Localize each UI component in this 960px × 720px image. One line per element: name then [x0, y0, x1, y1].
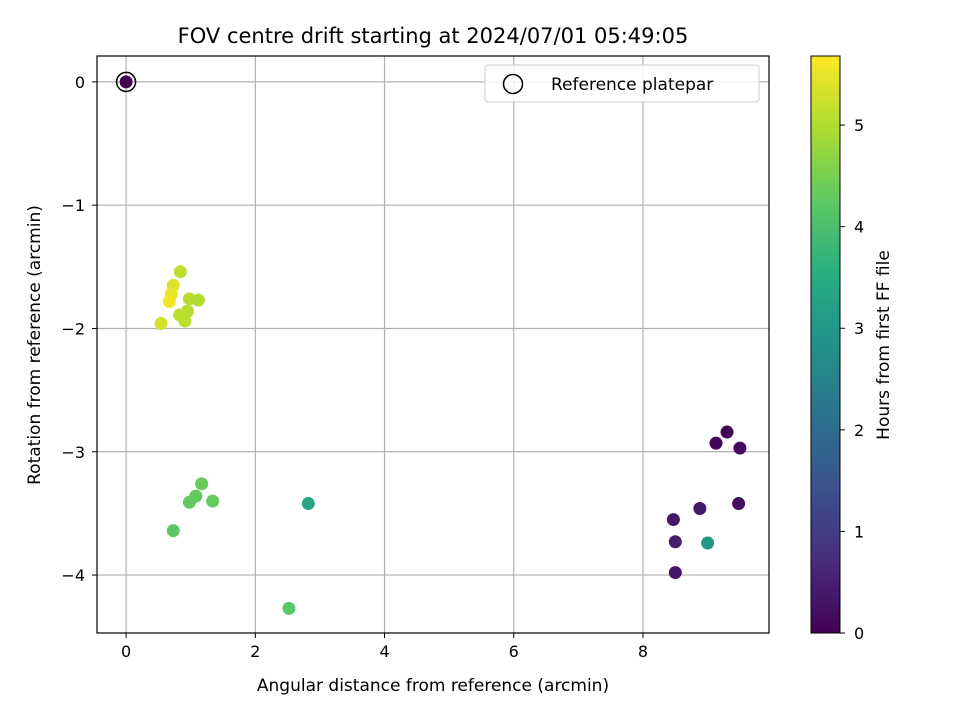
- y-tick-label: −3: [61, 443, 85, 462]
- y-tick-label: 0: [75, 73, 85, 92]
- y-tick-label: −4: [61, 566, 85, 585]
- y-tick-label: −1: [61, 196, 85, 215]
- y-axis: 0 −1 −2 −3 −4: [61, 73, 97, 585]
- colorbar-tick-label: 0: [854, 624, 864, 643]
- data-point: [206, 494, 220, 508]
- data-point: [701, 536, 715, 550]
- legend-label-reference: Reference platepar: [551, 75, 713, 95]
- data-point: [668, 535, 682, 549]
- data-point: [282, 601, 296, 615]
- data-point: [693, 501, 707, 515]
- data-point: [189, 489, 203, 503]
- data-point: [166, 524, 180, 538]
- x-axis: 0 2 4 6 8: [121, 633, 648, 661]
- colorbar-tick-label: 5: [854, 116, 864, 135]
- grid: [97, 56, 769, 633]
- data-point: [709, 436, 723, 450]
- colorbar-label: Hours from first FF file: [874, 250, 894, 440]
- colorbar-tick-label: 4: [854, 218, 864, 237]
- y-tick-label: −2: [61, 319, 85, 338]
- reference-platepar-marker: [115, 71, 137, 93]
- data-point: [178, 314, 192, 328]
- plot-frame: [96, 55, 770, 634]
- colorbar-ticks: 0 1 2 3 4 5: [840, 116, 864, 643]
- legend-marker-reference: [502, 73, 524, 95]
- legend: Reference platepar: [484, 64, 760, 103]
- data-point: [720, 425, 734, 439]
- chart-title: FOV centre drift starting at 2024/07/01 …: [178, 24, 689, 48]
- data-point: [191, 293, 205, 307]
- data-point: [666, 513, 680, 527]
- colorbar-tick-label: 2: [854, 421, 864, 440]
- x-tick-label: 8: [638, 642, 648, 661]
- colorbar-tick-label: 3: [854, 319, 864, 338]
- data-point: [154, 317, 168, 331]
- colorbar: 0 1 2 3 4 5 Hours from first FF file: [810, 55, 894, 643]
- data-point: [301, 497, 315, 511]
- x-axis-label: Angular distance from reference (arcmin): [257, 676, 609, 696]
- legend-box: [484, 64, 760, 103]
- data-point: [195, 477, 209, 491]
- x-tick-label: 4: [379, 642, 389, 661]
- colorbar-gradient: [810, 55, 841, 634]
- data-point: [173, 265, 187, 279]
- data-point: [119, 75, 133, 89]
- x-tick-label: 2: [250, 642, 260, 661]
- data-points: [115, 71, 747, 615]
- data-point: [668, 566, 682, 580]
- x-tick-label: 6: [509, 642, 519, 661]
- colorbar-tick-label: 1: [854, 522, 864, 541]
- data-point: [733, 441, 747, 455]
- data-point: [732, 497, 746, 511]
- x-tick-label: 0: [121, 642, 131, 661]
- data-point: [162, 294, 176, 308]
- y-axis-label: Rotation from reference (arcmin): [25, 205, 45, 485]
